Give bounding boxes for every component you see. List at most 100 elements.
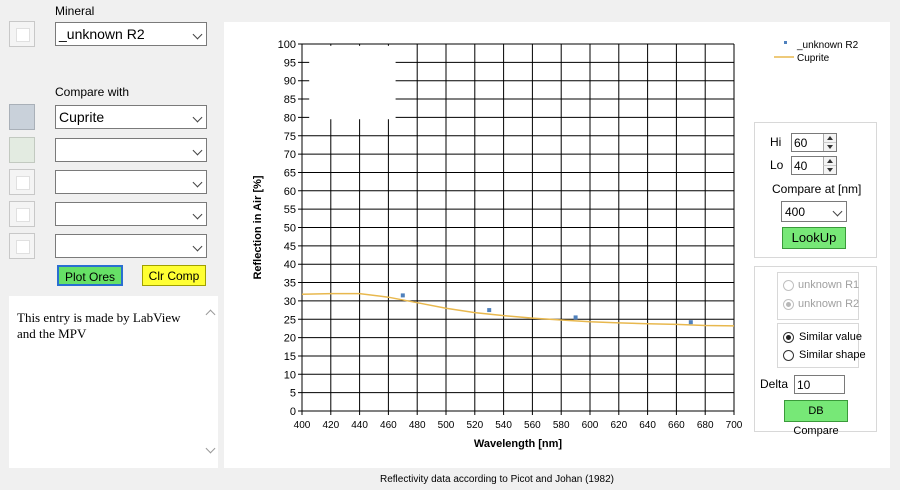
db-compare-groupbox xyxy=(754,266,877,432)
delta-input[interactable]: 10 xyxy=(794,375,845,394)
y-tick-label: 5 xyxy=(290,388,296,400)
clr-comp-button[interactable]: Clr Comp xyxy=(142,265,206,286)
scroll-down-icon[interactable] xyxy=(205,443,216,454)
y-tick-label: 90 xyxy=(284,76,296,88)
compare-select-3[interactable] xyxy=(55,170,207,194)
x-tick-label: 520 xyxy=(466,420,483,431)
y-tick-label: 15 xyxy=(284,351,296,363)
y-tick-label: 70 xyxy=(284,149,296,161)
lo-label: Lo xyxy=(770,158,784,172)
compare-select-4[interactable] xyxy=(55,202,207,226)
note-textbox[interactable]: This entry is made by LabView and the MP… xyxy=(9,296,218,468)
compare-color-swatch-4[interactable] xyxy=(9,201,35,227)
spin-down-icon[interactable] xyxy=(823,166,836,174)
cuprite-series-line xyxy=(301,292,735,327)
delta-label: Delta xyxy=(760,377,789,391)
y-tick-label: 0 xyxy=(290,406,296,418)
x-tick-label: 580 xyxy=(553,420,570,431)
similar-value-label: Similar value xyxy=(799,331,862,343)
y-axis-label: Reflection in Air [%] xyxy=(252,175,264,279)
y-tick-label: 10 xyxy=(284,369,296,381)
unknown-r2-point xyxy=(400,293,405,298)
y-tick-label: 75 xyxy=(284,131,296,143)
chevron-down-icon xyxy=(192,29,203,40)
y-tick-label: 20 xyxy=(284,333,296,345)
similarity-radio-groupbox xyxy=(777,323,859,368)
compare-color-swatch-2[interactable] xyxy=(9,137,35,163)
x-tick-label: 620 xyxy=(610,420,627,431)
mineral-color-swatch[interactable] xyxy=(9,21,35,47)
lookup-button[interactable]: LookUp xyxy=(782,227,846,249)
x-tick-label: 600 xyxy=(582,420,599,431)
y-tick-label: 65 xyxy=(284,167,296,179)
mineral-label: Mineral xyxy=(55,4,95,18)
y-tick-label: 35 xyxy=(284,278,296,290)
compare-at-select[interactable]: 400 xyxy=(781,201,847,222)
y-tick-label: 85 xyxy=(284,94,296,106)
x-tick-label: 460 xyxy=(380,420,397,431)
spin-down-icon[interactable] xyxy=(823,143,836,151)
unknown-r2-point xyxy=(487,308,492,313)
x-tick-label: 560 xyxy=(524,420,541,431)
delta-value: 10 xyxy=(797,378,811,392)
y-tick-label: 40 xyxy=(284,259,296,271)
unknown-r1-label: unknown R1 xyxy=(798,279,860,291)
similar-shape-label: Similar shape xyxy=(799,349,866,361)
lookup-groupbox xyxy=(754,122,877,258)
hi-label: Hi xyxy=(770,135,782,149)
similar-value-radio[interactable] xyxy=(783,332,794,343)
spin-up-icon[interactable] xyxy=(823,134,836,143)
lo-value: 40 xyxy=(794,159,808,173)
legend-label-cuprite: Cuprite xyxy=(797,53,830,64)
x-tick-label: 540 xyxy=(495,420,512,431)
hi-spinbox[interactable]: 60 xyxy=(791,133,837,152)
db-compare-button[interactable]: DB Compare xyxy=(784,400,848,437)
y-tick-label: 60 xyxy=(284,186,296,198)
chevron-down-icon xyxy=(192,209,203,220)
hi-value: 60 xyxy=(794,136,808,150)
unknown-r2-point xyxy=(688,320,693,325)
legend-marker-unknown-r2 xyxy=(784,41,787,44)
x-tick-label: 500 xyxy=(438,420,455,431)
note-text: This entry is made by LabView and the MP… xyxy=(17,310,181,341)
y-tick-label: 25 xyxy=(284,314,296,326)
plot-ores-button[interactable]: Plot Ores xyxy=(57,265,123,286)
reflectivity-chart: 400 420 440 460 480 500 520 540 560 580 600 620 640 6… xyxy=(252,39,859,450)
chevron-down-icon xyxy=(192,241,203,252)
compare-color-swatch-5[interactable] xyxy=(9,233,35,259)
x-tick-label: 400 xyxy=(294,420,311,431)
compare-select-5[interactable] xyxy=(55,234,207,258)
y-tick-label: 100 xyxy=(278,39,296,51)
compare-at-label: Compare at [nm] xyxy=(772,182,862,196)
compare-with-label: Compare with xyxy=(55,85,130,99)
compare-color-swatch-3[interactable] xyxy=(9,169,35,195)
unknown-r2-label: unknown R2 xyxy=(798,298,860,310)
footer-citation: Reflectivity data according to Picot and… xyxy=(379,474,615,485)
y-tick-label: 45 xyxy=(284,241,296,253)
x-tick-label: 440 xyxy=(351,420,368,431)
unknown-r1-radio[interactable] xyxy=(783,280,794,291)
mineral-select-value: _unknown R2 xyxy=(59,26,145,42)
x-axis-label: Wavelength [nm] xyxy=(474,438,563,450)
unknown-r2-radio[interactable] xyxy=(783,299,794,310)
x-tick-label: 640 xyxy=(639,420,656,431)
compare-color-swatch-1[interactable] xyxy=(9,104,35,130)
compare-select-1[interactable]: Cuprite xyxy=(55,105,207,129)
chevron-down-icon xyxy=(192,145,203,156)
scroll-up-icon[interactable] xyxy=(205,309,216,320)
x-tick-label: 680 xyxy=(697,420,714,431)
legend-label-unknown-r2: _unknown R2 xyxy=(796,40,859,51)
y-tick-label: 30 xyxy=(284,296,296,308)
x-tick-label: 480 xyxy=(409,420,426,431)
x-tick-label: 420 xyxy=(322,420,339,431)
compare-select-1-value: Cuprite xyxy=(59,109,105,125)
plot-blank-area xyxy=(309,45,396,120)
compare-at-value: 400 xyxy=(785,205,806,219)
unknown-radio-groupbox xyxy=(777,272,859,320)
lo-spinbox[interactable]: 40 xyxy=(791,156,837,175)
spin-up-icon[interactable] xyxy=(823,157,836,166)
similar-shape-radio[interactable] xyxy=(783,350,794,361)
y-tick-label: 95 xyxy=(284,57,296,69)
compare-select-2[interactable] xyxy=(55,138,207,162)
mineral-select[interactable]: _unknown R2 xyxy=(55,22,207,46)
